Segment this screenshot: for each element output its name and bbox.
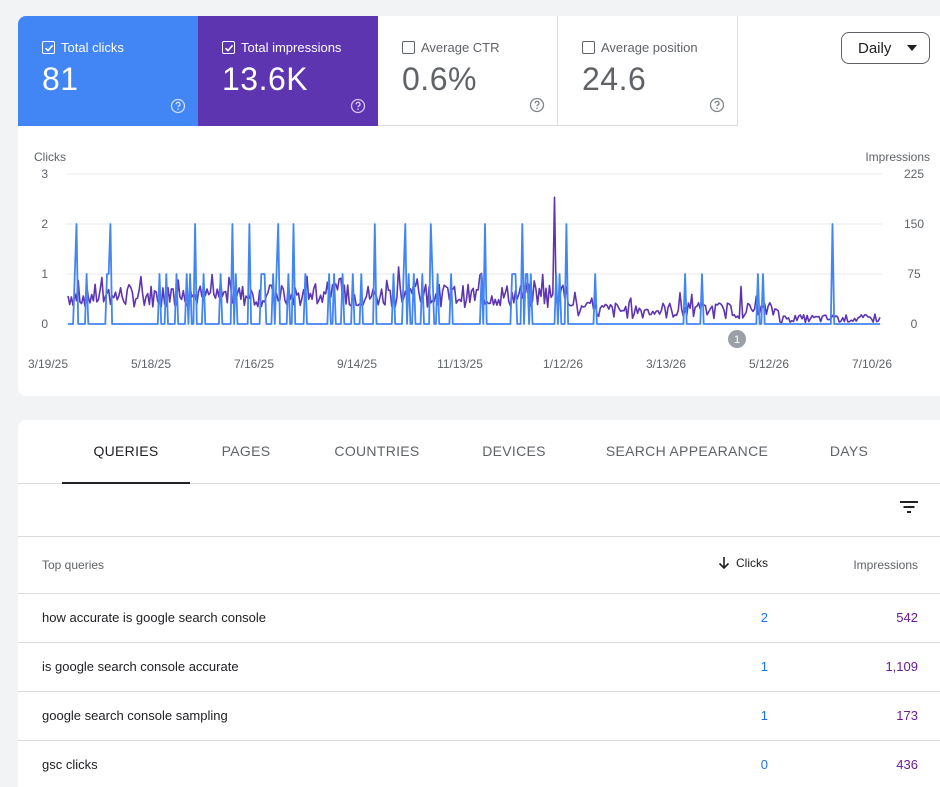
x-tick-label: 11/13/25	[437, 357, 483, 371]
x-tick-label: 1/12/26	[543, 357, 583, 371]
help-icon[interactable]	[709, 97, 725, 113]
right-tick-label: 225	[904, 167, 924, 181]
clicks-series-line	[68, 223, 880, 325]
x-tick-label: 9/14/25	[337, 357, 377, 371]
performance-card: Total clicks 81 Total impressions 13.6K …	[18, 16, 940, 396]
metric-total-clicks[interactable]: Total clicks 81	[18, 16, 198, 126]
metric-label: Total impressions	[241, 40, 342, 55]
checkbox-checked-icon[interactable]	[222, 41, 235, 54]
left-tick-label: 1	[41, 267, 48, 281]
table-card: QUERIES PAGES COUNTRIES DEVICES SEARCH A…	[18, 420, 940, 787]
x-tick-label: 7/16/25	[234, 357, 274, 371]
clicks-cell: 0	[760, 757, 768, 772]
table-row[interactable]: is google search console accurate 1 1,10…	[18, 643, 940, 692]
table-row[interactable]: how accurate is google search console 2 …	[18, 594, 940, 643]
checkbox-unchecked-icon[interactable]	[402, 41, 415, 54]
metric-value: 81	[42, 61, 79, 97]
tab-queries[interactable]: QUERIES	[62, 420, 190, 484]
annotation-marker	[728, 330, 746, 348]
clicks-cell: 2	[760, 610, 768, 625]
left-tick-label: 2	[41, 217, 48, 231]
right-tick-label: 75	[907, 267, 921, 281]
performance-chart[interactable]: 0 1 2 3 0 75 150 225 Clicks Impressions 3/19/25 5/1…	[18, 16, 940, 396]
metric-label: Average CTR	[421, 40, 500, 55]
column-header-impressions[interactable]: Impressions	[853, 558, 918, 572]
dimension-tabs: QUERIES PAGES COUNTRIES DEVICES SEARCH A…	[18, 420, 940, 484]
metric-total-impressions[interactable]: Total impressions 13.6K	[198, 16, 378, 126]
query-cell: google search console sampling	[42, 708, 228, 723]
tab-pages[interactable]: PAGES	[221, 443, 271, 459]
impressions-cell: 173	[896, 708, 918, 723]
sort-arrow-down-icon	[718, 557, 730, 570]
x-tick-label: 3/19/25	[28, 357, 68, 371]
column-header-clicks-label: Clicks	[736, 556, 768, 570]
impressions-cell: 436	[896, 757, 918, 772]
help-icon[interactable]	[170, 98, 186, 114]
left-tick-label: 0	[41, 317, 48, 331]
tab-days[interactable]: DAYS	[829, 443, 869, 459]
metric-value: 24.6	[582, 61, 647, 97]
query-cell: is google search console accurate	[42, 659, 239, 674]
clicks-cell: 1	[760, 708, 768, 723]
right-tick-label: 0	[911, 317, 918, 331]
metric-label: Average position	[601, 40, 698, 55]
table-row[interactable]: google search console sampling 1 173	[18, 692, 940, 741]
help-icon[interactable]	[350, 98, 366, 114]
impressions-cell: 542	[896, 610, 918, 625]
table-header: Top queries Clicks Impressions	[18, 537, 940, 594]
clicks-cell: 1	[760, 659, 768, 674]
filter-icon[interactable]	[898, 498, 920, 516]
metric-value: 0.6%	[402, 61, 477, 97]
x-tick-label: 5/18/25	[131, 357, 171, 371]
left-tick-label: 3	[41, 167, 48, 181]
x-tick-label: 5/12/26	[749, 357, 789, 371]
query-cell: gsc clicks	[42, 757, 98, 772]
checkbox-unchecked-icon[interactable]	[582, 41, 595, 54]
period-dropdown[interactable]: Daily	[841, 32, 930, 64]
impressions-cell: 1,109	[885, 659, 918, 674]
x-tick-label: 3/13/26	[646, 357, 686, 371]
metric-average-position[interactable]: Average position 24.6	[558, 16, 738, 126]
metric-tiles: Total clicks 81 Total impressions 13.6K …	[18, 16, 738, 126]
table-row[interactable]: gsc clicks 0 436	[18, 741, 940, 787]
help-icon[interactable]	[529, 97, 545, 113]
divider	[18, 536, 940, 537]
metric-average-ctr[interactable]: Average CTR 0.6%	[378, 16, 558, 126]
metric-value: 13.6K	[222, 61, 309, 97]
annotation-label: 1	[734, 334, 740, 346]
right-axis-label: Impressions	[865, 150, 930, 164]
left-axis-label: Clicks	[34, 150, 66, 164]
right-tick-label: 150	[904, 217, 924, 231]
tab-devices[interactable]: DEVICES	[482, 443, 546, 459]
metric-label: Total clicks	[61, 40, 124, 55]
caret-down-icon	[907, 45, 917, 51]
tab-countries[interactable]: COUNTRIES	[334, 443, 420, 459]
column-header-clicks[interactable]: Clicks	[718, 556, 768, 570]
period-dropdown-value: Daily	[858, 39, 892, 57]
checkbox-checked-icon[interactable]	[42, 41, 55, 54]
x-tick-label: 7/10/26	[852, 357, 892, 371]
tab-search-appearance[interactable]: SEARCH APPEARANCE	[605, 443, 769, 459]
query-cell: how accurate is google search console	[42, 610, 267, 625]
column-header-query[interactable]: Top queries	[42, 558, 105, 572]
